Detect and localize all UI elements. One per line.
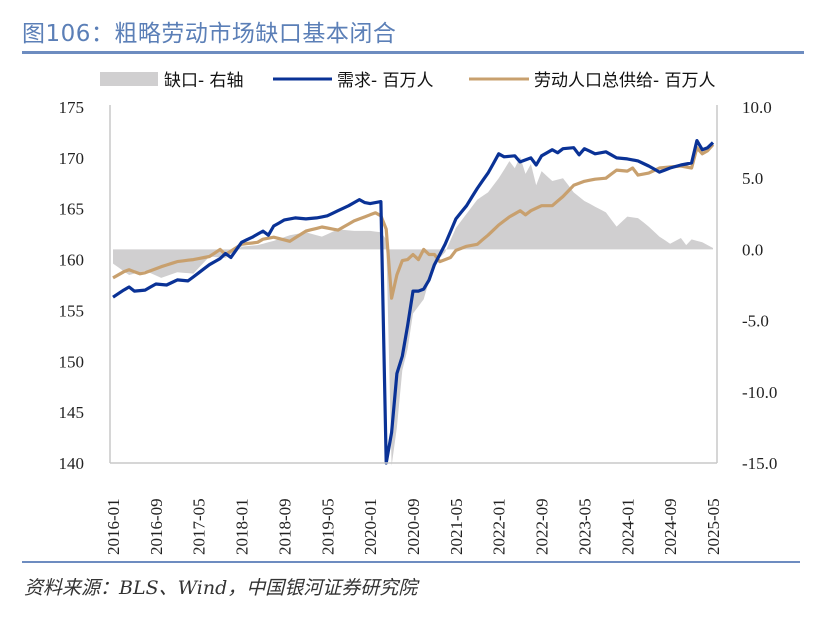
legend: 缺口- 右轴 需求- 百万人 劳动人口总供给- 百万人 [100,71,716,91]
right-tick-label: -10.0 [742,383,777,402]
right-tick-label: -5.0 [742,312,769,331]
left-tick-label: 175 [59,98,85,117]
x-tick-label: 2018-09 [275,498,294,555]
legend-swatch-gap [100,72,158,86]
right-tick-label: -15.0 [742,454,777,473]
left-tick-label: 145 [59,403,85,422]
x-tick-label: 2019-05 [318,498,337,555]
x-tick-label: 2018-01 [233,498,252,555]
legend-label-supply: 劳动人口总供给- 百万人 [534,71,716,91]
gap-area [113,156,713,467]
legend-label-demand: 需求- 百万人 [337,71,434,91]
axes: 175 170 165 160 155 150 145 140 10.0 5.0 0.0 -5.0 -1… [59,98,778,555]
x-tick-label: 2024-01 [618,498,637,555]
x-tick-label: 2020-09 [404,498,423,555]
x-tick-label: 2025-05 [704,498,723,555]
supply-line [112,143,715,300]
title-rule [22,51,804,54]
plot-area [112,139,715,467]
x-tick-label: 2020-01 [361,498,380,555]
left-tick-label: 165 [59,200,85,219]
right-tick-label: 0.0 [742,240,763,259]
x-tick-label: 2024-09 [661,498,680,555]
chart-title: 图106：粗略劳动市场缺口基本闭合 [22,21,397,47]
right-tick-label: 10.0 [742,98,772,117]
demand-line [112,139,715,465]
left-tick-label: 170 [59,149,85,168]
source-note: 资料来源：BLS、Wind，中国银河证券研究院 [24,577,418,599]
x-tick-label: 2016-09 [147,498,166,555]
x-tick-label: 2023-05 [575,498,594,555]
left-tick-label: 160 [59,251,85,270]
x-tick-label: 2022-01 [490,498,509,555]
right-tick-label: 5.0 [742,169,763,188]
x-tick-label: 2016-01 [104,498,123,555]
x-tick-label: 2022-09 [533,498,552,555]
footer-rule [22,561,800,563]
x-tick-label: 2017-05 [190,498,209,555]
x-tick-label: 2021-05 [447,498,466,555]
left-tick-label: 150 [59,352,85,371]
legend-label-gap: 缺口- 右轴 [164,71,244,91]
left-tick-label: 155 [59,301,85,320]
left-tick-label: 140 [59,454,85,473]
